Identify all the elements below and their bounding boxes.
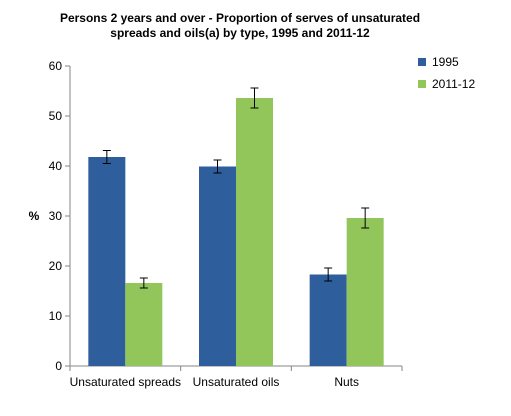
bar (309, 274, 347, 366)
bars (88, 98, 384, 366)
y-tick-label: 0 (55, 359, 62, 373)
axes: 0 10 20 30 40 50 60 Unsaturated spreads Unsatura… (49, 59, 403, 389)
error-bar (324, 267, 333, 282)
error-bar (139, 277, 148, 289)
error-bar (213, 159, 222, 174)
legend-label: 2011-12 (432, 77, 475, 91)
chart-title-line-2: spreads and oils(a) by type, 1995 and 20… (110, 26, 370, 40)
x-tick-label: Nuts (334, 375, 359, 389)
y-tick-label: 50 (49, 109, 63, 123)
y-tick-label: 60 (49, 59, 63, 73)
bar (125, 283, 163, 366)
y-axis-label: % (29, 209, 40, 223)
legend-item: 2011-12 (418, 77, 475, 91)
error-bar (250, 87, 259, 109)
error-bar (102, 150, 111, 164)
error-bar (361, 207, 370, 229)
y-tick-label: 20 (49, 259, 63, 273)
y-tick-label: 10 (49, 309, 63, 323)
y-tick-label: 40 (49, 159, 63, 173)
error-bars (102, 87, 370, 289)
chart-title: Persons 2 years and over - Proportion of… (60, 11, 420, 40)
chart-title-line-1: Persons 2 years and over - Proportion of… (60, 11, 420, 25)
y-tick-label: 30 (49, 209, 63, 223)
bar (236, 98, 273, 366)
bar (199, 166, 236, 366)
legend-swatch (418, 58, 426, 66)
legend-swatch (418, 80, 426, 88)
bar (88, 157, 126, 366)
legend-label: 1995 (432, 55, 459, 69)
bar (346, 218, 384, 366)
legend: 1995 2011-12 (418, 55, 475, 91)
x-tick-label: Unsaturated spreads (70, 375, 181, 389)
x-tick-label: Unsaturated oils (193, 375, 280, 389)
legend-item: 1995 (418, 55, 459, 69)
